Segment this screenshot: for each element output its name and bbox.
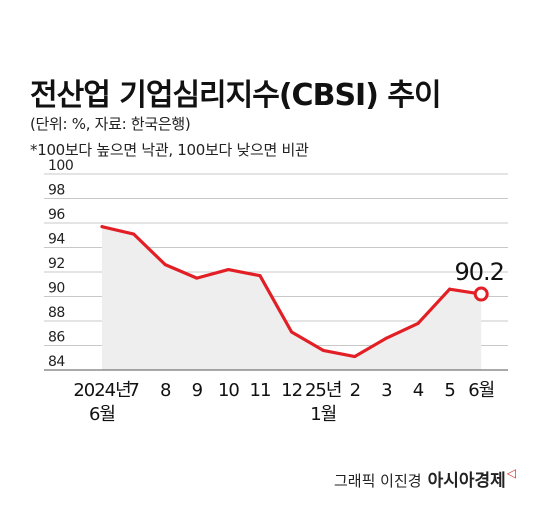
data-point [258,274,262,278]
data-point [416,321,420,325]
data-point [290,330,294,334]
y-tick-label: 94 [48,232,65,248]
x-tick-label: 11 [250,380,271,401]
y-tick-label: 84 [48,354,65,370]
y-tick-label: 98 [48,183,65,199]
x-tick-label: 5 [444,380,454,401]
data-point [321,348,325,352]
footnote: *100보다 높으면 낙관, 100보다 낮으면 비관 [30,141,309,159]
credit: 그래픽 이진경 아시아경제◁ [334,466,516,491]
x-tick-label: 6월 [468,380,494,401]
brand-logo: 아시아경제 [427,471,506,491]
y-tick-label: 96 [48,207,65,223]
x-tick-label: 2 [350,380,360,401]
data-point [195,276,199,280]
x-tick-label: 9 [192,380,203,401]
source-note: (단위: %, 자료: 한국은행) [30,115,191,133]
brand-mark-icon: ◁ [506,466,516,480]
data-point [226,268,230,272]
data-point [384,336,388,340]
x-tick-label: 10 [218,380,239,401]
x-tick-label: 2024년 [73,380,130,401]
y-tick-label: 90 [48,281,65,297]
x-tick-sublabel: 6월 [89,404,115,425]
end-point-marker [473,286,489,302]
y-tick-label: 86 [48,330,65,346]
graphic-credit: 그래픽 이진경 [333,472,422,490]
x-tick-label: 4 [413,380,424,401]
x-tick-sublabel: 1월 [310,404,336,425]
y-tick-label: 100 [48,158,73,174]
chart-title: 전산업 기업심리지수(CBSI) 추이 [30,78,442,113]
x-tick-label: 3 [381,380,392,401]
y-tick-label: 92 [48,256,65,272]
data-point [132,232,136,236]
x-tick-label: 12 [281,380,302,401]
x-tick-label: 8 [160,380,171,401]
x-tick-label: 25년 [305,380,341,401]
value-annotation: 90.2 [454,258,503,286]
data-point [448,287,452,291]
y-tick-label: 88 [48,305,65,321]
data-point [100,225,104,229]
x-tick-label: 7 [128,380,138,401]
area-fill [102,226,482,370]
data-point [163,263,167,267]
data-point [353,355,357,359]
